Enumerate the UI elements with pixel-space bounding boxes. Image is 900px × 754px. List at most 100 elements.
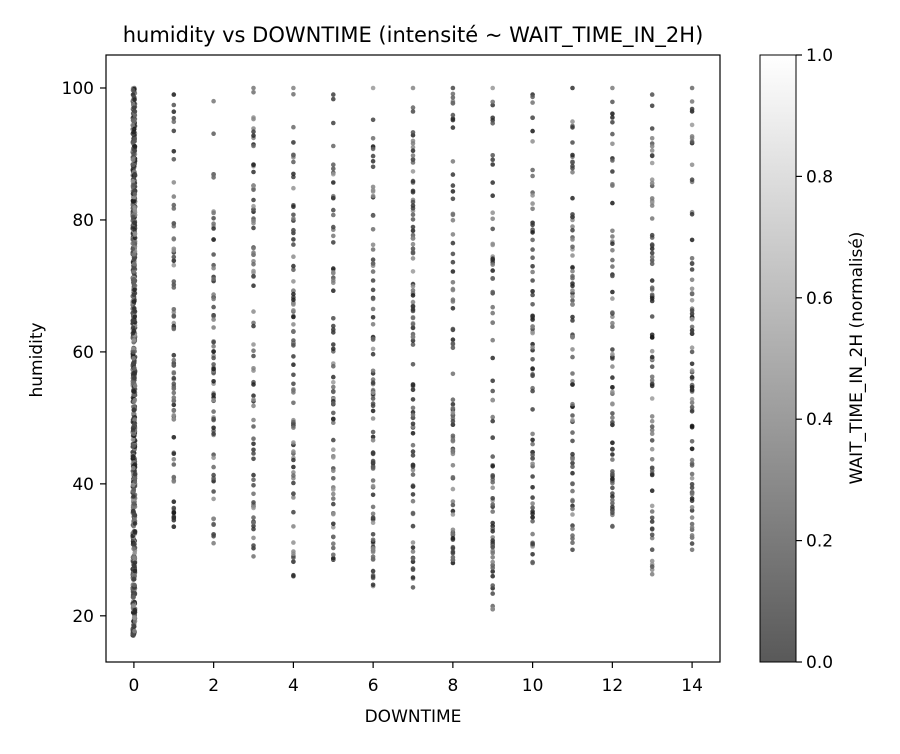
scatter-point <box>131 443 136 448</box>
scatter-point <box>171 451 177 457</box>
scatter-point <box>610 141 615 147</box>
scatter-point <box>291 314 296 320</box>
scatter-point <box>530 139 535 144</box>
scatter-point <box>370 336 376 342</box>
scatter-point <box>211 431 216 437</box>
scatter-point <box>570 253 575 258</box>
scatter-point <box>291 124 296 130</box>
scatter-point <box>689 261 695 267</box>
scatter-point <box>490 418 496 424</box>
scatter-point <box>410 575 416 580</box>
scatter-point <box>490 414 496 420</box>
scatter-point <box>610 111 615 116</box>
scatter-point <box>530 341 535 347</box>
scatter-points <box>130 85 695 638</box>
scatter-point <box>610 131 615 137</box>
scatter-point <box>130 88 136 93</box>
scatter-point <box>410 293 416 298</box>
scatter-point <box>530 441 535 447</box>
scatter-point <box>131 594 136 600</box>
scatter-point <box>450 345 456 351</box>
scatter-point <box>490 550 496 556</box>
scatter-point <box>610 508 615 514</box>
scatter-point <box>251 116 256 122</box>
scatter-point <box>530 437 535 443</box>
scatter-point <box>410 249 416 255</box>
scatter-point <box>610 310 615 315</box>
scatter-point <box>610 347 615 352</box>
scatter-point <box>370 269 376 274</box>
scatter-point <box>291 85 296 91</box>
scatter-point <box>331 171 336 177</box>
scatter-point <box>251 483 256 488</box>
scatter-point <box>291 572 296 578</box>
scatter-point <box>530 552 535 557</box>
scatter-point <box>450 527 456 533</box>
scatter-point <box>450 101 456 106</box>
scatter-point <box>649 196 655 201</box>
scatter-point <box>331 487 336 492</box>
scatter-point <box>132 556 138 561</box>
scatter-point <box>610 497 615 503</box>
scatter-point <box>132 366 137 371</box>
scatter-point <box>410 523 416 529</box>
scatter-point <box>649 180 655 186</box>
scatter-point <box>570 170 575 175</box>
scatter-point <box>450 172 456 177</box>
scatter-point <box>610 485 615 491</box>
scatter-point <box>211 409 216 414</box>
scatter-point <box>570 526 575 532</box>
scatter-point <box>410 224 416 230</box>
scatter-point <box>251 129 256 134</box>
scatter-point <box>211 216 216 221</box>
scatter-point <box>370 466 376 471</box>
scatter-point <box>132 256 137 262</box>
scatter-point <box>410 431 416 436</box>
scatter-point <box>251 424 256 429</box>
scatter-point <box>450 448 456 453</box>
scatter-point <box>370 556 376 562</box>
scatter-point <box>570 523 575 528</box>
scatter-point <box>450 232 456 237</box>
scatter-point <box>251 187 256 193</box>
scatter-point <box>331 410 336 416</box>
scatter-point <box>410 421 416 427</box>
scatter-point <box>570 354 575 360</box>
scatter-point <box>689 139 695 144</box>
scatter-point <box>131 338 137 343</box>
scatter-point <box>410 299 416 305</box>
scatter-point <box>490 193 496 198</box>
scatter-point <box>530 206 535 212</box>
scatter-point <box>689 308 695 313</box>
scatter-point <box>131 299 137 304</box>
scatter-point <box>490 397 496 403</box>
scatter-point <box>211 314 216 319</box>
scatter-point <box>131 431 137 437</box>
scatter-point <box>171 92 177 97</box>
scatter-point <box>530 292 535 298</box>
scatter-point <box>570 85 575 91</box>
scatter-point <box>490 256 496 262</box>
scatter-point <box>570 275 575 281</box>
scatter-point <box>251 342 256 347</box>
scatter-point <box>649 285 655 291</box>
scatter-point <box>171 194 177 199</box>
scatter-point <box>689 471 695 477</box>
scatter-point <box>450 326 456 332</box>
scatter-point <box>370 515 376 520</box>
scatter-point <box>610 169 615 174</box>
scatter-point <box>291 291 296 297</box>
scatter-point <box>131 370 137 376</box>
scatter-point <box>331 384 336 390</box>
scatter-point <box>450 550 456 556</box>
x-tick-label: 10 <box>522 676 544 696</box>
scatter-point <box>689 162 695 168</box>
scatter-point <box>132 582 137 588</box>
scatter-point <box>490 435 496 441</box>
scatter-point <box>291 524 296 529</box>
scatter-point <box>450 433 456 439</box>
plot-frame <box>105 54 721 663</box>
scatter-point <box>370 278 376 283</box>
scatter-point <box>450 463 456 468</box>
